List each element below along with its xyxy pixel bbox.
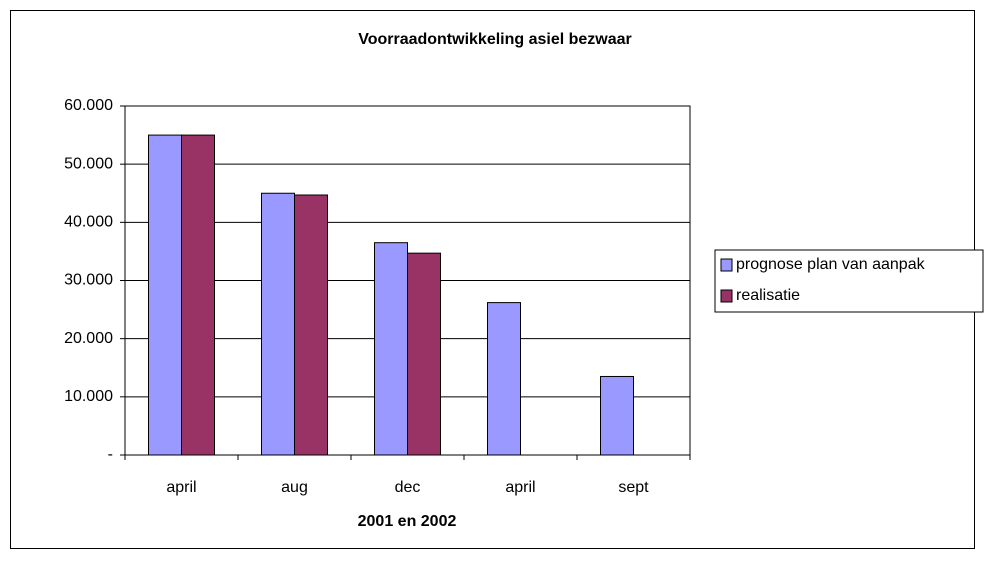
y-tick-label: 20.000 bbox=[64, 330, 113, 347]
bar bbox=[374, 242, 408, 456]
y-tick-label: 60.000 bbox=[64, 97, 113, 114]
bar bbox=[181, 134, 215, 456]
x-axis-label: 2001 en 2002 bbox=[358, 513, 457, 530]
legend-swatch bbox=[720, 289, 733, 303]
x-tick-label: dec bbox=[395, 479, 421, 496]
legend-label: realisatie bbox=[736, 287, 800, 304]
x-tick-label: sept bbox=[618, 479, 649, 496]
legend-swatch bbox=[720, 258, 733, 272]
x-tick-label: april bbox=[505, 479, 535, 496]
y-tick-label: 10.000 bbox=[64, 388, 113, 405]
y-tick-label: 40.000 bbox=[64, 214, 113, 231]
x-tick-label: aug bbox=[281, 479, 308, 496]
bar bbox=[261, 192, 295, 456]
bar bbox=[407, 252, 441, 456]
y-tick-label: - bbox=[108, 446, 113, 463]
legend-label: prognose plan van aanpak bbox=[736, 256, 926, 273]
y-tick-label: 30.000 bbox=[64, 272, 113, 289]
bar bbox=[148, 134, 182, 456]
x-tick-label: april bbox=[166, 479, 196, 496]
chart-title: Voorraadontwikkeling asiel bezwaar bbox=[358, 31, 632, 48]
y-tick-label: 50.000 bbox=[64, 155, 113, 172]
legend-box bbox=[714, 249, 984, 313]
bar bbox=[294, 194, 328, 456]
bar bbox=[600, 375, 634, 456]
bar bbox=[487, 302, 521, 456]
